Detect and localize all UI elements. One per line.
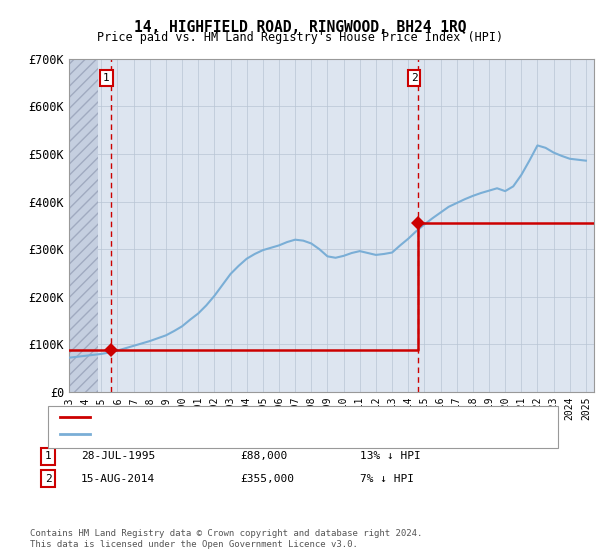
Text: 2: 2 [411, 73, 418, 83]
Text: HPI: Average price, detached house, New Forest: HPI: Average price, detached house, New … [99, 429, 386, 439]
Text: 15-AUG-2014: 15-AUG-2014 [81, 474, 155, 484]
Text: Contains HM Land Registry data © Crown copyright and database right 2024.
This d: Contains HM Land Registry data © Crown c… [30, 529, 422, 549]
Text: 28-JUL-1995: 28-JUL-1995 [81, 451, 155, 461]
Bar [69, 59, 98, 392]
Text: £355,000: £355,000 [240, 474, 294, 484]
Text: 7% ↓ HPI: 7% ↓ HPI [360, 474, 414, 484]
Text: 1: 1 [103, 73, 110, 83]
Text: 13% ↓ HPI: 13% ↓ HPI [360, 451, 421, 461]
Text: 14, HIGHFIELD ROAD, RINGWOOD, BH24 1RQ (detached house): 14, HIGHFIELD ROAD, RINGWOOD, BH24 1RQ (… [99, 412, 443, 422]
Text: Price paid vs. HM Land Registry's House Price Index (HPI): Price paid vs. HM Land Registry's House … [97, 31, 503, 44]
Text: 1: 1 [44, 451, 52, 461]
Text: 14, HIGHFIELD ROAD, RINGWOOD, BH24 1RQ: 14, HIGHFIELD ROAD, RINGWOOD, BH24 1RQ [134, 20, 466, 35]
Text: 2: 2 [44, 474, 52, 484]
Text: £88,000: £88,000 [240, 451, 287, 461]
